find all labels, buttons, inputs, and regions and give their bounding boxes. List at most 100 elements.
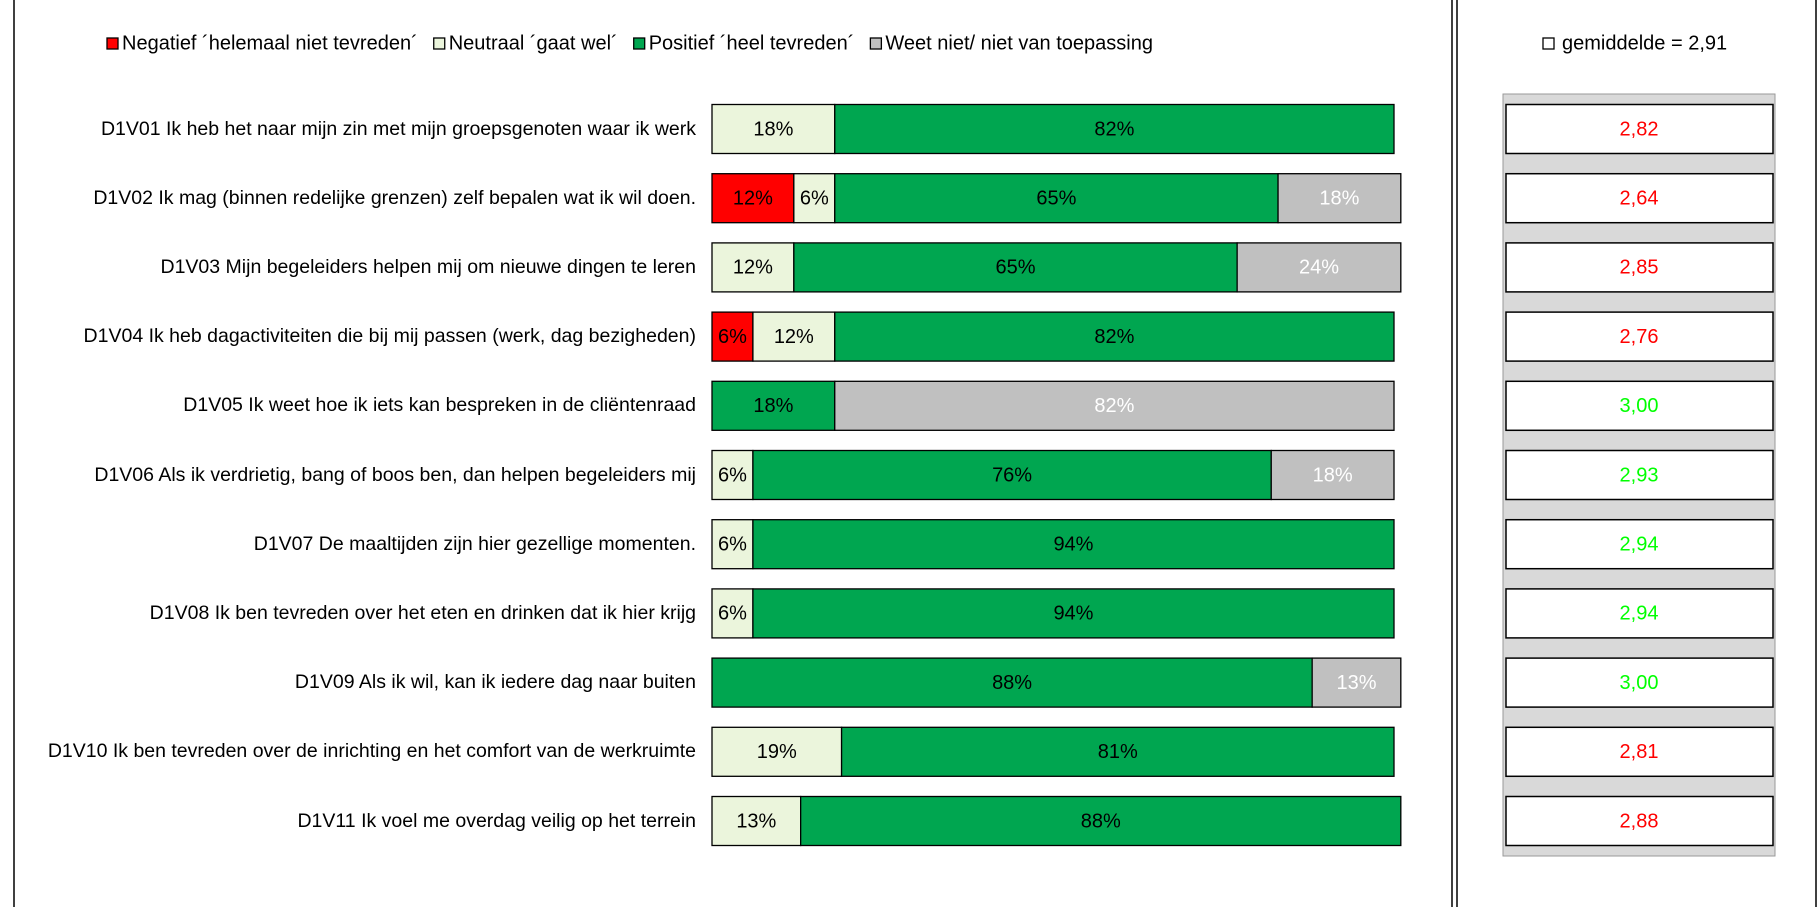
bar-segment (834, 380, 1395, 431)
bar-value-label: 88% (992, 672, 1032, 694)
bar-segment (834, 103, 1395, 155)
category-label: D1V11 Ik voel me overdag veilig op het t… (20, 797, 696, 846)
bar-value-label: 82% (1094, 326, 1134, 348)
category-label: D1V06 Als ik verdrietig, bang of boos be… (20, 451, 696, 500)
average-value: 2,76 (1620, 326, 1659, 348)
average-box (1505, 242, 1774, 293)
category-label: D1V08 Ik ben tevreden over het eten en d… (20, 589, 696, 638)
category-label: D1V01 Ik heb het naar mijn zin met mijn … (20, 105, 696, 154)
average-value: 2,85 (1620, 257, 1659, 279)
category-text: D1V07 De maaltijden zijn hier gezellige … (253, 532, 696, 555)
category-text: D1V08 Ik ben tevreden over het eten en d… (149, 601, 696, 624)
average-box (1505, 588, 1774, 639)
bar-value-label: 6% (718, 533, 747, 555)
bar-value-label: 82% (1094, 395, 1134, 417)
average-value: 2,82 (1620, 118, 1659, 140)
bar-segment (793, 242, 1238, 293)
bar-segment (711, 795, 802, 847)
bar-value-label: 18% (753, 395, 793, 417)
bar-segment (793, 173, 836, 224)
category-label: D1V02 Ik mag (binnen redelijke grenzen) … (20, 174, 696, 223)
bar-segment (1270, 449, 1395, 501)
average-box (1505, 311, 1774, 362)
bar-value-label: 12% (733, 187, 773, 209)
legend-swatch (633, 37, 646, 50)
average-value: 2,81 (1620, 741, 1659, 763)
average-box (1505, 172, 1774, 224)
category-text: D1V10 Ik ben tevreden over de inrichting… (47, 740, 696, 763)
average-value: 2,64 (1620, 187, 1659, 209)
bar-value-label: 13% (736, 810, 776, 832)
bar-value-label: 19% (757, 741, 797, 763)
bar-segment (1311, 657, 1402, 708)
bar-value-label: 12% (774, 326, 814, 348)
bar-segment (752, 519, 1395, 570)
average-box (1505, 103, 1774, 155)
legend-label: Neutraal ´gaat wel´ (449, 32, 618, 54)
average-value: 2,94 (1620, 533, 1659, 555)
average-box (1505, 518, 1774, 570)
category-label: D1V05 Ik weet hoe ik iets kan bespreken … (20, 381, 696, 430)
average-box (1505, 726, 1774, 778)
bar-segment (840, 726, 1395, 777)
bar-segment (1236, 242, 1402, 293)
bar-value-label: 94% (1053, 533, 1093, 555)
average-value: 2,94 (1620, 603, 1659, 625)
category-text: D1V01 Ik heb het naar mijn zin met mijn … (100, 117, 696, 140)
category-label: D1V07 De maaltijden zijn hier gezellige … (20, 520, 696, 569)
category-label: D1V09 Als ik wil, kan ik iedere dag naar… (20, 658, 696, 707)
average-value: 3,00 (1620, 672, 1659, 694)
average-box (1505, 795, 1774, 847)
bar-segment (1277, 173, 1402, 224)
category-label: D1V04 Ik heb dagactiviteiten die bij mij… (20, 312, 696, 361)
legend-swatch (433, 37, 446, 50)
category-text: D1V06 Als ik verdrietig, bang of boos be… (94, 463, 696, 486)
bar-value-label: 6% (718, 603, 747, 625)
bar-value-label: 88% (1081, 810, 1121, 832)
bar-segment (711, 519, 754, 570)
bar-value-label: 6% (718, 326, 747, 348)
bar-value-label: 18% (753, 118, 793, 140)
category-label: D1V10 Ik ben tevreden over de inrichting… (20, 727, 696, 776)
bar-value-label: 65% (1036, 187, 1076, 209)
bar-segment (834, 173, 1279, 224)
bar-segment (752, 588, 1395, 639)
average-box (1505, 449, 1774, 501)
bar-value-label: 12% (733, 257, 773, 279)
legend-label: Positief ´heel tevreden´ (649, 32, 855, 54)
category-text: D1V11 Ik voel me overdag veilig op het t… (297, 809, 696, 832)
bar-segment (752, 311, 836, 362)
category-text: D1V04 Ik heb dagactiviteiten die bij mij… (83, 325, 696, 348)
bar-value-label: 6% (800, 187, 829, 209)
bar-value-label: 24% (1299, 257, 1339, 279)
bar-value-label: 94% (1053, 603, 1093, 625)
legend-label: Negatief ´helemaal niet tevreden´ (122, 32, 418, 54)
category-text: D1V09 Als ik wil, kan ik iedere dag naar… (294, 671, 696, 694)
category-text: D1V02 Ik mag (binnen redelijke grenzen) … (93, 186, 696, 209)
average-box (1505, 657, 1774, 708)
bar-value-label: 82% (1094, 118, 1134, 140)
average-value: 3,00 (1620, 395, 1659, 417)
legend-label: Weet niet/ niet van toepassing (885, 32, 1153, 54)
average-value: 2,93 (1620, 464, 1659, 486)
category-text: D1V03 Mijn begeleiders helpen mij om nie… (160, 255, 697, 278)
average-value: 2,88 (1620, 810, 1659, 832)
bar-segment (711, 242, 795, 293)
bar-segment (834, 311, 1395, 362)
bar-value-label: 13% (1336, 672, 1376, 694)
bar-value-label: 6% (718, 464, 747, 486)
category-label: D1V03 Mijn begeleiders helpen mij om nie… (20, 243, 697, 292)
average-box (1505, 380, 1774, 432)
bar-value-label: 65% (995, 257, 1035, 279)
bar-segment (711, 103, 836, 155)
legend-swatch (106, 37, 119, 50)
average-legend-marker (1542, 37, 1555, 50)
bar-segment (800, 795, 1402, 847)
bar-segment (711, 173, 795, 224)
bar-value-label: 18% (1313, 464, 1353, 486)
average-legend: gemiddelde = 2,91 (1562, 32, 1727, 54)
bar-value-label: 18% (1319, 187, 1359, 209)
bar-segment (711, 380, 836, 431)
